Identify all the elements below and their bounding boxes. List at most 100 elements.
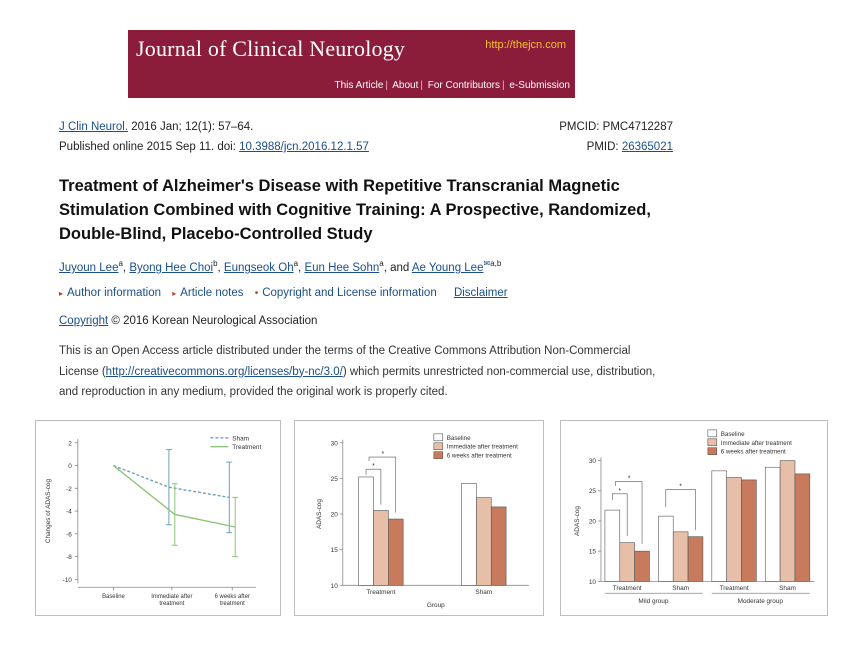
journal-abbrev-link[interactable]: J Clin Neurol. [59, 121, 129, 133]
legend-label: Sham [232, 435, 249, 442]
y-tick-label: 20 [589, 518, 597, 525]
nav-for-contributors[interactable]: For Contributors [427, 80, 501, 91]
x-tick-label: Immediate after treatment [151, 594, 192, 607]
doi-link[interactable]: 10.3988/jcn.2016.12.1.57 [239, 141, 369, 153]
copyright-line: Copyright © 2016 Korean Neurological Ass… [59, 315, 317, 327]
y-tick-label: -10 [63, 577, 73, 584]
bar [476, 497, 492, 586]
citation-left: J Clin Neurol. 2016 Jan; 12(1): 57–64. P… [59, 117, 369, 157]
figure-bar-chart-group[interactable]: 10 15 20 25 30 ADAS-cog Treatment Sham Baseline I… [294, 420, 544, 616]
author-link[interactable]: Eun Hee Sohn [304, 261, 380, 274]
author-link[interactable]: Juyoun Lee [59, 261, 119, 274]
x-tick-label: Treatment [366, 589, 395, 596]
legend-label: Immediate after treatment [721, 440, 792, 447]
y-tick-label: 15 [589, 549, 597, 556]
bar [461, 483, 477, 586]
y-tick-label: 2 [68, 440, 72, 447]
journal-url[interactable]: http://thejcn.com [485, 39, 566, 51]
bar [358, 476, 374, 586]
expand-triangle-icon: ▸ [172, 289, 177, 298]
group-label: Moderate group [738, 598, 784, 605]
journal-banner[interactable]: Journal of Clinical Neurology http://the… [128, 30, 575, 98]
figure-line-chart[interactable]: 2 0 -2 -4 -6 -8 -10 Changes of ADAS-cog Baseline… [35, 420, 281, 616]
legend-swatch [707, 447, 718, 455]
nav-e-submission[interactable]: e-Submission [509, 80, 570, 91]
author-affiliation: a [379, 259, 384, 268]
legend-swatch [433, 433, 444, 442]
email-icon[interactable]: ✉ [483, 259, 491, 268]
bar [764, 466, 781, 582]
license-text-pre: This is an Open Access article distribut… [59, 345, 631, 378]
significance-marker: * [382, 451, 385, 458]
copyright-info-link[interactable]: Copyright and License information [262, 287, 437, 299]
author-affiliation: b [213, 259, 218, 268]
line-chart-svg: 2 0 -2 -4 -6 -8 -10 Changes of ADAS-cog Baseline… [45, 435, 261, 607]
bar-chart-group-svg: 10 15 20 25 30 ADAS-cog Treatment Sham Baseline I… [316, 433, 529, 609]
bar [711, 470, 727, 582]
legend-label: 6 weeks after treatment [447, 453, 512, 460]
nav-this-article[interactable]: This Article [334, 80, 384, 91]
legend-swatch [707, 429, 718, 438]
and-word: and [390, 261, 410, 274]
author-information-link[interactable]: Author information [67, 287, 161, 299]
significance-bracket [365, 468, 382, 505]
y-tick-label: 0 [68, 463, 72, 470]
license-url-link[interactable]: http://creativecommons.org/licenses/by-n… [105, 365, 343, 378]
significance-bracket [665, 489, 696, 531]
bullet-icon: • [254, 288, 259, 299]
bar [726, 477, 742, 582]
pmid-label: PMID: [586, 141, 619, 153]
bar [794, 473, 811, 582]
significance-marker: * [618, 488, 621, 495]
legend-label: Baseline [721, 431, 745, 438]
author-link[interactable]: Ae Young Lee [411, 261, 484, 274]
x-tick-label: Treatment [720, 585, 749, 592]
x-tick-label: 6 weeks after treatment [215, 594, 250, 607]
nav-about[interactable]: About [392, 80, 419, 91]
significance-marker: * [679, 484, 682, 491]
x-axis-label: Group [427, 602, 445, 609]
group-label: Mild group [638, 598, 668, 605]
x-tick-label: Sham [672, 585, 689, 592]
copyright-link[interactable]: Copyright [59, 315, 109, 327]
bar-chart-severity-svg: 10 15 20 25 30 ADAS-cog Treatment Sham Treatment… [574, 429, 815, 605]
legend-label: 6 weeks after treatment [721, 449, 786, 456]
series-line-sham [113, 464, 230, 499]
bar [687, 536, 704, 582]
pmcid-value: PMC4712287 [602, 121, 673, 133]
y-axis-label: ADAS-cog [316, 499, 323, 529]
significance-bracket [612, 493, 628, 537]
article-notes-link[interactable]: Article notes [180, 287, 244, 299]
legend-swatch [707, 438, 718, 447]
bar [373, 510, 389, 586]
y-tick-label: -2 [66, 486, 72, 493]
author-link[interactable]: Byong Hee Choi [129, 261, 214, 274]
citation-line: J Clin Neurol. 2016 Jan; 12(1): 57–64. [59, 117, 369, 137]
journal-title[interactable]: Journal of Clinical Neurology [136, 36, 406, 61]
author-list: Juyoun Leea, Byong Hee Choib, Eungseok O… [59, 259, 502, 274]
y-tick-label: 10 [331, 583, 339, 590]
significance-bracket [368, 456, 397, 513]
citation-issue: 2016 Jan; 12(1): 57–64. [131, 121, 254, 133]
nav-separator: | [420, 80, 423, 91]
bar [658, 515, 674, 582]
y-axis-label: Changes of ADAS-cog [45, 479, 52, 544]
y-tick-label: 30 [331, 440, 339, 447]
x-tick-label: Baseline [102, 594, 125, 600]
bar [619, 542, 635, 582]
x-tick-label: Treatment [613, 585, 642, 592]
article-info-links: ▸ Author information ▸ Article notes • Copy… [59, 287, 508, 299]
figure-bar-chart-severity[interactable]: 10 15 20 25 30 ADAS-cog Treatment Sham Treatment… [560, 420, 828, 616]
author-affiliation: a [293, 259, 299, 268]
y-axis-label: ADAS-cog [574, 506, 581, 536]
legend-label: Baseline [447, 435, 471, 442]
bar [672, 531, 689, 582]
disclaimer-link[interactable]: Disclaimer [453, 287, 508, 299]
author-link[interactable]: Eungseok Oh [223, 261, 294, 274]
pmid-link[interactable]: 26365021 [621, 141, 673, 153]
bar [490, 506, 507, 586]
legend-label: Immediate after treatment [447, 444, 518, 451]
significance-bracket [615, 481, 643, 544]
published-line: Published online 2015 Sep 11. doi: 10.39… [59, 137, 369, 157]
citation-right: PMCID: PMC4712287 PMID: 26365021 [559, 117, 673, 157]
